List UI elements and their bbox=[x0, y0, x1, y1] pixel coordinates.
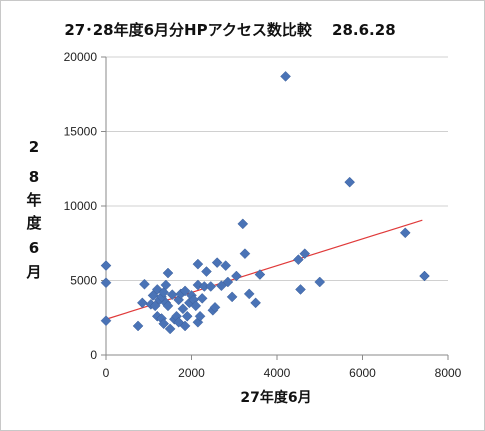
data-point bbox=[205, 281, 217, 292]
data-point bbox=[237, 218, 249, 230]
data-point bbox=[399, 227, 411, 239]
data-point bbox=[226, 291, 238, 303]
data-point bbox=[344, 176, 356, 188]
data-point bbox=[100, 260, 112, 271]
data-point bbox=[211, 257, 223, 268]
y-tick-labels: 0 5000 10000 15000 20000 bbox=[64, 50, 98, 362]
data-point bbox=[209, 301, 221, 313]
y-axis-label-char: 6 bbox=[29, 239, 39, 257]
data-point bbox=[201, 266, 212, 277]
x-tick-label: 0 bbox=[103, 366, 110, 380]
data-point bbox=[280, 71, 291, 82]
data-point bbox=[222, 276, 234, 288]
x-tick-label: 6000 bbox=[349, 366, 376, 380]
y-axis-label-char: 2 bbox=[29, 138, 39, 156]
data-point bbox=[194, 310, 206, 322]
data-point bbox=[162, 300, 174, 312]
data-point bbox=[231, 270, 242, 282]
data-point bbox=[254, 269, 266, 280]
data-point bbox=[162, 267, 174, 279]
chart-title: 27･28年度6月分HPアクセス数比較 28.6.28 bbox=[64, 21, 395, 39]
x-tick-labels: 0 2000 4000 6000 8000 bbox=[103, 366, 462, 380]
y-axis-label-char: 年 bbox=[26, 191, 41, 209]
x-tick-label: 4000 bbox=[264, 366, 291, 380]
y-axis-label-char: 8 bbox=[29, 168, 39, 186]
data-point bbox=[179, 285, 191, 297]
data-point bbox=[196, 293, 208, 304]
data-point bbox=[100, 315, 112, 327]
y-axis-label-char: 月 bbox=[25, 263, 41, 281]
data-point bbox=[160, 279, 172, 291]
y-axis-label-char: 度 bbox=[26, 214, 42, 232]
data-point bbox=[239, 248, 251, 260]
x-tick-label: 8000 bbox=[435, 366, 462, 380]
x-tick-label: 2000 bbox=[178, 366, 205, 380]
data-point bbox=[299, 248, 311, 260]
data-point bbox=[164, 323, 176, 335]
data-point bbox=[192, 316, 204, 328]
data-point bbox=[181, 310, 193, 322]
data-point bbox=[166, 289, 178, 301]
data-points bbox=[100, 71, 430, 335]
y-axis-label: 2 8 年度 6 月 bbox=[25, 138, 42, 281]
data-point bbox=[250, 297, 261, 309]
data-point bbox=[192, 258, 204, 270]
data-point bbox=[136, 297, 148, 309]
y-tick-label: 15000 bbox=[64, 125, 98, 139]
data-point bbox=[177, 303, 189, 315]
y-tick-label: 5000 bbox=[70, 274, 97, 288]
data-point bbox=[158, 318, 170, 330]
data-point bbox=[179, 320, 191, 332]
data-point bbox=[295, 284, 306, 295]
data-point bbox=[132, 320, 144, 332]
data-point bbox=[190, 300, 202, 312]
data-point bbox=[139, 278, 150, 290]
data-point bbox=[100, 277, 112, 289]
y-tick-label: 10000 bbox=[64, 199, 98, 213]
x-axis-label: 27年度6月 bbox=[240, 389, 311, 406]
y-tick-label: 20000 bbox=[64, 50, 98, 64]
data-point bbox=[192, 279, 204, 291]
gridlines bbox=[106, 56, 448, 281]
data-point bbox=[419, 270, 430, 282]
data-point bbox=[243, 288, 255, 300]
data-point bbox=[293, 254, 304, 265]
y-tick-label: 0 bbox=[90, 348, 97, 362]
data-point bbox=[220, 260, 232, 271]
data-point bbox=[314, 276, 326, 288]
